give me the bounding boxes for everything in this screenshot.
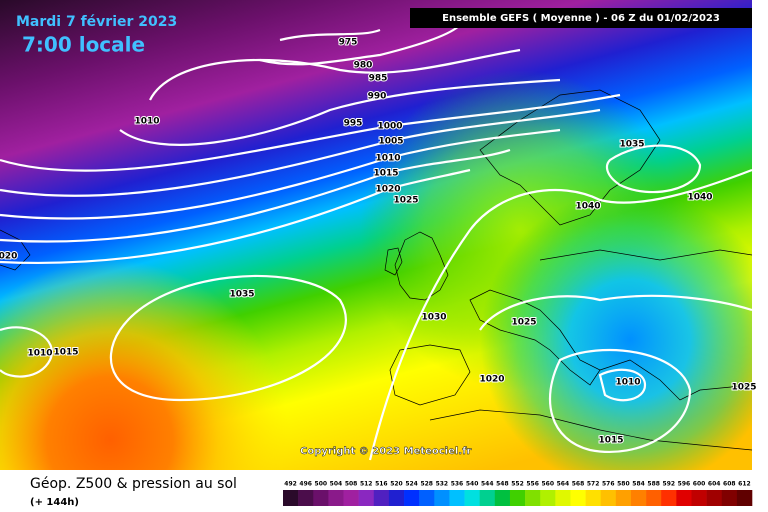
scale-label: 536 (451, 481, 464, 488)
valid-time: 7:00 locale (22, 33, 145, 57)
scale-swatch (646, 490, 662, 506)
scale-label: 612 (738, 481, 751, 488)
scale-swatch (494, 490, 511, 506)
scale-label: 584 (632, 481, 645, 488)
scale-swatch (691, 490, 707, 506)
scale-swatch (615, 490, 632, 506)
isobar-label: 1010 (134, 117, 159, 127)
isobar-label: 1020 (479, 375, 504, 385)
scale-label: 576 (602, 481, 615, 488)
scale-label: 512 (360, 481, 373, 488)
isobar-label: 020 (0, 252, 17, 262)
scale-label: 496 (299, 481, 312, 488)
isobar-label: 1030 (421, 313, 446, 323)
isobar-label: 1025 (731, 383, 756, 393)
isobar-label: 975 (339, 38, 358, 48)
scale-swatch (676, 490, 692, 506)
scale-label: 568 (572, 481, 585, 488)
scale-swatch (464, 490, 480, 506)
scale-label: 580 (617, 481, 630, 488)
scale-swatch (736, 490, 753, 506)
isobar-label: 990 (368, 92, 387, 102)
isobar-label: 1010 (615, 378, 640, 388)
scale-swatch (555, 490, 571, 506)
scale-label: 548 (496, 481, 509, 488)
scale-swatch (283, 490, 299, 506)
scale-label: 508 (345, 481, 358, 488)
scale-swatch (419, 490, 435, 506)
scale-label: 544 (481, 481, 494, 488)
scale-swatch (298, 490, 314, 506)
scale-label: 604 (708, 481, 721, 488)
scale-swatch (630, 490, 647, 506)
scale-label: 528 (420, 481, 433, 488)
scale-swatch (479, 490, 496, 506)
footer-lead: (+ 144h) (30, 497, 79, 508)
isobar-label: 1015 (598, 436, 623, 446)
isobar-label: 985 (369, 74, 388, 84)
scale-label: 500 (315, 481, 328, 488)
scale-label: 540 (466, 481, 479, 488)
scale-swatch (328, 490, 344, 506)
scale-swatch (373, 490, 390, 506)
scale-swatch (313, 490, 329, 506)
isobar-label: 995 (344, 119, 363, 129)
valid-date: Mardi 7 février 2023 (16, 14, 177, 30)
scale-label: 492 (284, 481, 297, 488)
scale-label: 524 (405, 481, 418, 488)
scale-swatch (388, 490, 405, 506)
scale-swatch (585, 490, 602, 506)
scale-swatch (509, 490, 526, 506)
isobar-label: 1040 (687, 193, 712, 203)
scale-label: 516 (375, 481, 388, 488)
isobar-label: 1020 (375, 185, 400, 195)
scale-swatch (540, 490, 556, 506)
isobar-label: 1015 (53, 348, 78, 358)
scale-label: 560 (541, 481, 554, 488)
isobar-label: 980 (354, 61, 373, 71)
scale-label: 572 (587, 481, 600, 488)
scale-swatch (449, 490, 465, 506)
scale-label: 556 (526, 481, 539, 488)
scale-label: 592 (663, 481, 676, 488)
isobars (0, 24, 753, 461)
scale-swatch (525, 490, 541, 506)
isobar-label: 1040 (575, 202, 600, 212)
color-scale: 492 496 500 504 508 512 516 520 524 528 532 536 540 5… (283, 481, 753, 506)
scale-label: 588 (647, 481, 660, 488)
isobar-label: 1010 (375, 154, 400, 164)
scale-label: 600 (693, 481, 706, 488)
coastlines (0, 89, 753, 451)
model-run: Ensemble GEFS ( Moyenne ) - 06 Z du 01/0… (442, 13, 720, 24)
isobar-label: 1005 (378, 137, 403, 147)
footer-title: Géop. Z500 & pression au sol (30, 476, 237, 492)
field-trough (0, 0, 752, 470)
scale-swatch (661, 490, 677, 506)
scale-swatch (343, 490, 359, 506)
isobar-label: 1010 (27, 349, 52, 359)
scale-label: 608 (723, 481, 736, 488)
scale-swatch (570, 490, 586, 506)
scale-label: 520 (390, 481, 403, 488)
scale-swatch (434, 490, 450, 506)
isobar-label: 1025 (511, 318, 536, 328)
scale-label: 532 (436, 481, 449, 488)
copyright: Copyright © 2023 Meteociel.fr (300, 446, 471, 457)
isobar-label: 1015 (373, 169, 398, 179)
scale-label: 564 (557, 481, 570, 488)
scale-label: 504 (330, 481, 343, 488)
isobar-label: 1035 (619, 140, 644, 150)
scale-swatch (706, 490, 723, 506)
scale-label: 596 (678, 481, 691, 488)
scale-swatch (721, 490, 738, 506)
scale-swatch (404, 490, 420, 506)
header-box (410, 8, 752, 28)
scale-swatch (358, 490, 375, 506)
isobar-label: 1000 (377, 122, 402, 132)
scale-swatch (600, 490, 617, 506)
scale-label: 552 (511, 481, 524, 488)
isobar-label: 1025 (393, 196, 418, 206)
isobar-label: 1035 (229, 290, 254, 300)
